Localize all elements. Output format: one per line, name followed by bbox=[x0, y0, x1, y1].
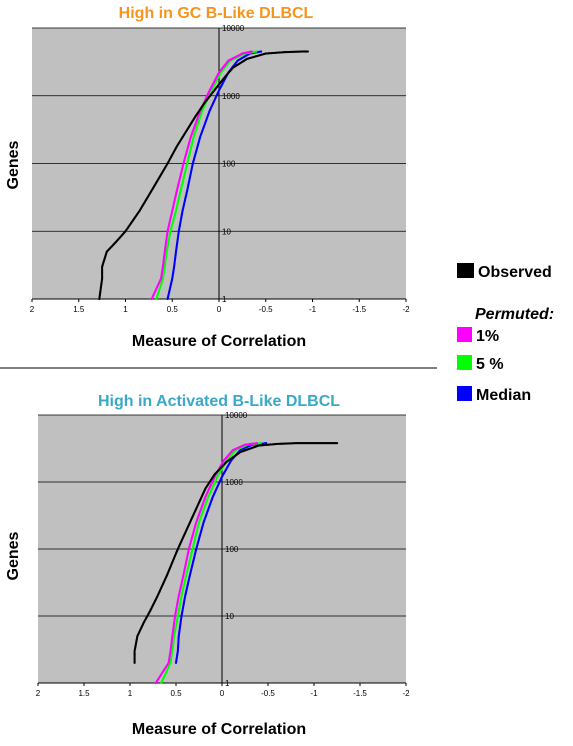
y-tick-label: 1000 bbox=[225, 478, 243, 487]
x-axis-label-abc: Measure of Correlation bbox=[132, 721, 306, 738]
series-abc bbox=[133, 442, 339, 685]
y-ticks-gc: 1 10 100 1000 10000 bbox=[222, 24, 245, 304]
data-point bbox=[250, 50, 253, 53]
x-tick-label: -2 bbox=[402, 305, 410, 314]
legend-swatch-observed bbox=[457, 263, 474, 278]
data-point bbox=[259, 50, 263, 53]
y-tick-label: 10 bbox=[222, 227, 231, 236]
x-tick-label: -2 bbox=[402, 689, 410, 698]
y-tick-label: 1 bbox=[222, 295, 227, 304]
data-point bbox=[306, 50, 309, 53]
x-tick-label: -0.5 bbox=[261, 689, 275, 698]
x-tick-label: 0.5 bbox=[170, 689, 182, 698]
x-tick-label: 1 bbox=[123, 305, 128, 314]
x-tick-label: 1.5 bbox=[73, 305, 85, 314]
x-tick-label: -0.5 bbox=[259, 305, 273, 314]
series-p5 bbox=[160, 442, 262, 685]
y-tick-label: 1 bbox=[225, 679, 230, 688]
x-tick-label: 0 bbox=[217, 305, 222, 314]
data-point bbox=[335, 442, 339, 445]
y-tick-label: 1000 bbox=[222, 92, 240, 101]
x-tick-label: 2 bbox=[30, 305, 35, 314]
x-tick-label: 2 bbox=[36, 689, 41, 698]
y-tick-label: 10 bbox=[225, 612, 234, 621]
x-tick-label: -1 bbox=[309, 305, 317, 314]
data-point bbox=[255, 442, 259, 445]
legend-label-median: Median bbox=[476, 387, 531, 404]
series-median bbox=[166, 50, 263, 301]
y-axis-label-gc: Genes bbox=[5, 140, 22, 189]
x-tick-label: 0.5 bbox=[167, 305, 179, 314]
series-p1 bbox=[154, 442, 259, 685]
legend-label-observed: Observed bbox=[478, 264, 552, 281]
x-tick-label: 1 bbox=[128, 689, 133, 698]
y-tick-label: 10000 bbox=[222, 24, 245, 33]
series-observed bbox=[133, 442, 339, 664]
legend-label-5pct: 5 % bbox=[476, 356, 504, 373]
data-point bbox=[265, 442, 268, 445]
y-ticks-abc: 1 10 100 1000 10000 bbox=[225, 411, 248, 688]
x-tick-label: -1.5 bbox=[353, 689, 367, 698]
data-point bbox=[255, 50, 258, 53]
x-ticks-gc: 2 1.5 1 0.5 0 -0.5 -1 -1.5 -2 bbox=[30, 299, 410, 314]
series-gc bbox=[98, 50, 309, 301]
chart-title-gc: High in GC B-Like DLBCL bbox=[119, 5, 314, 22]
legend-heading-permuted: Permuted: bbox=[475, 306, 554, 323]
x-tick-label: 0 bbox=[220, 689, 225, 698]
y-axis-label-abc: Genes bbox=[5, 531, 22, 580]
legend: Observed Permuted: 1% 5 % Median bbox=[457, 263, 554, 404]
data-point bbox=[259, 442, 262, 445]
y-tick-label: 100 bbox=[222, 160, 236, 169]
y-tick-label: 10000 bbox=[225, 411, 248, 420]
legend-label-1pct: 1% bbox=[476, 328, 499, 345]
x-tick-label: 1.5 bbox=[78, 689, 90, 698]
x-ticks-abc: 2 1.5 1 0.5 0 -0.5 -1 -1.5 -2 bbox=[36, 683, 410, 698]
series-observed bbox=[98, 50, 309, 301]
x-tick-label: -1 bbox=[310, 689, 318, 698]
y-tick-label: 100 bbox=[225, 545, 239, 554]
chart-title-abc: High in Activated B-Like DLBCL bbox=[98, 393, 340, 410]
legend-swatch-5pct bbox=[457, 355, 472, 370]
legend-swatch-median bbox=[457, 386, 472, 401]
legend-swatch-1pct bbox=[457, 327, 472, 342]
x-tick-label: -1.5 bbox=[352, 305, 366, 314]
x-axis-label-gc: Measure of Correlation bbox=[132, 333, 306, 350]
